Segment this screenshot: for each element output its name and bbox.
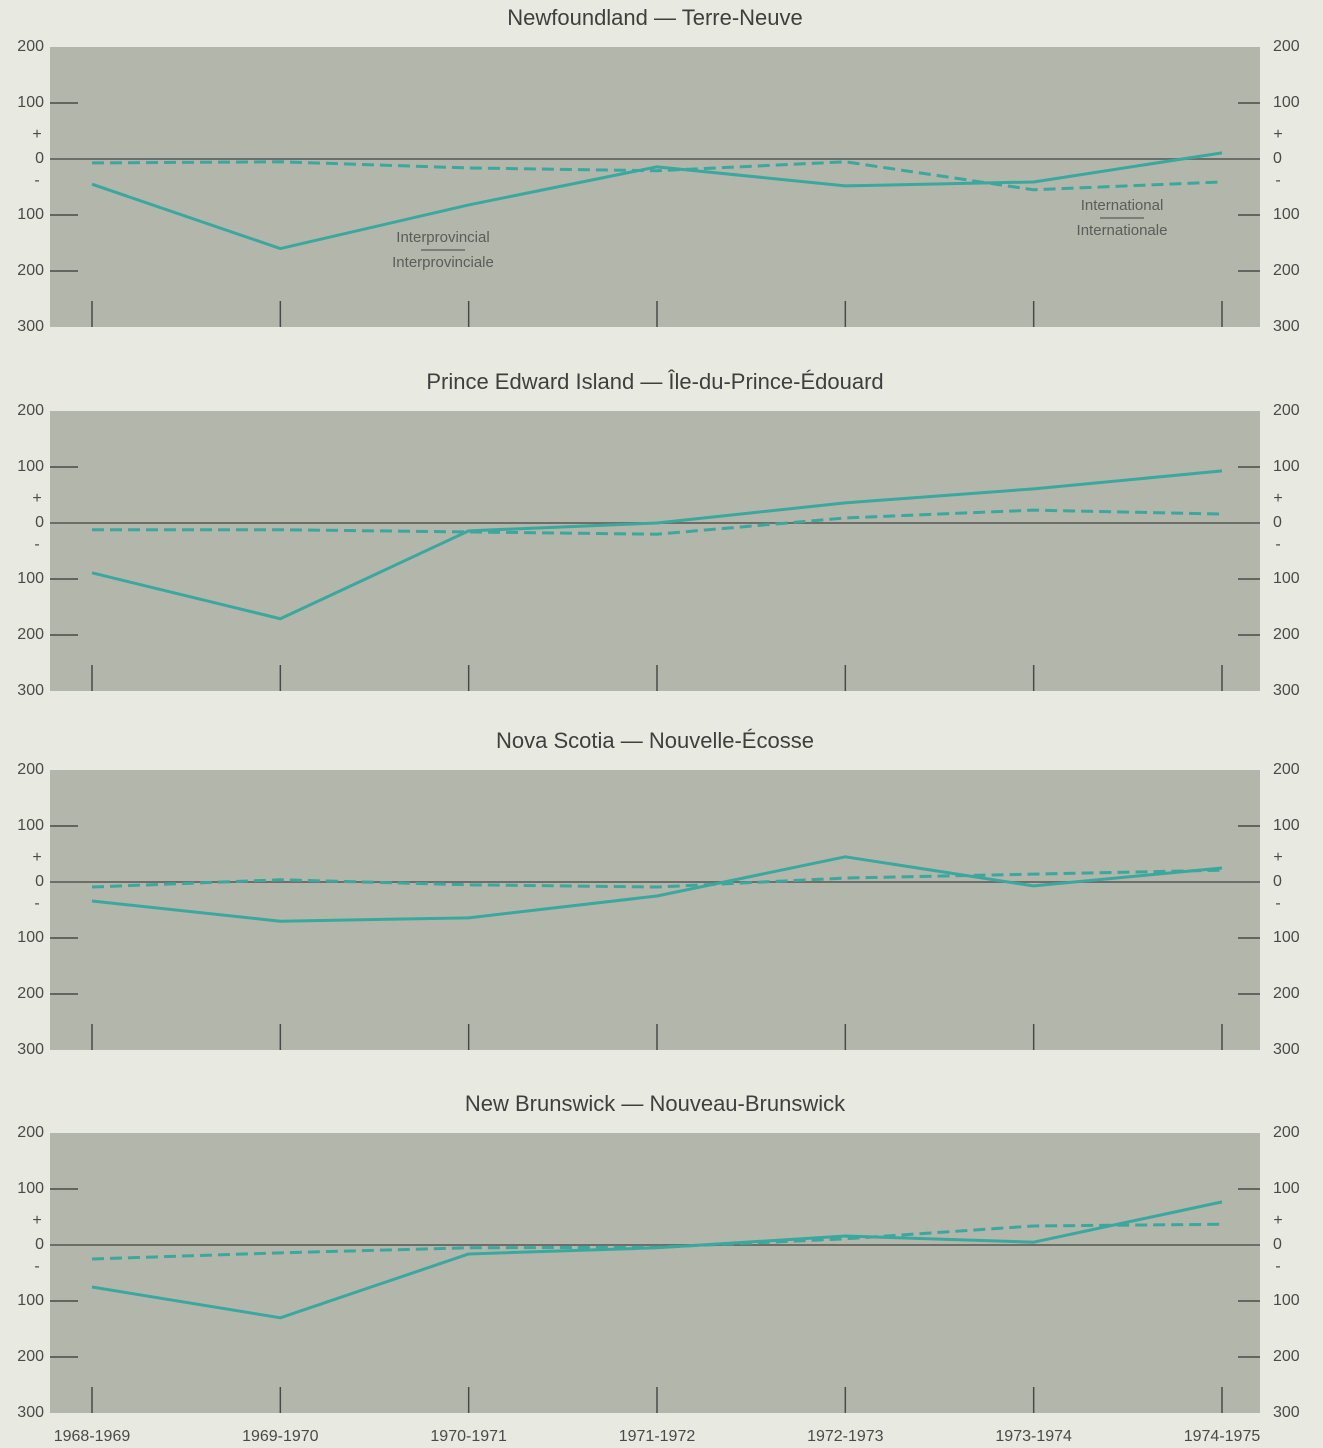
plus-sign: + xyxy=(1273,490,1282,507)
plus-sign: + xyxy=(1273,126,1282,143)
y2-tick-label: 200 xyxy=(1273,1124,1300,1141)
chart-title: Nova Scotia — Nouvelle-Écosse xyxy=(496,728,814,753)
y-tick-label: 100 xyxy=(17,458,44,475)
x-tick-label: 1974-1975 xyxy=(1184,1428,1261,1445)
y2-tick-label: 200 xyxy=(1273,402,1300,419)
y2-tick-label: 300 xyxy=(1273,1404,1300,1421)
series-line xyxy=(91,868,1223,889)
y2-tick-label: 200 xyxy=(1273,38,1300,55)
y-tick-label: 100 xyxy=(17,570,44,587)
x-tick-label: 1972-1973 xyxy=(807,1428,884,1445)
y-tick-label: 300 xyxy=(17,318,44,335)
minus-sign: - xyxy=(34,172,39,189)
y2-tick-label: 100 xyxy=(1273,458,1300,475)
y-tick-label: 300 xyxy=(17,1041,44,1058)
y-tick-label: 100 xyxy=(17,929,44,946)
y-tick-label: 0 xyxy=(35,873,44,890)
y-tick-label: 100 xyxy=(17,94,44,111)
y2-tick-label: 300 xyxy=(1273,1041,1300,1058)
minus-sign: - xyxy=(1275,536,1280,553)
y2-tick-label: 100 xyxy=(1273,817,1300,834)
plus-sign: + xyxy=(32,1212,41,1229)
y2-tick-label: 0 xyxy=(1273,1236,1282,1253)
y2-tick-label: 100 xyxy=(1273,929,1300,946)
plot-area xyxy=(50,411,1260,691)
y-tick-label: 100 xyxy=(17,206,44,223)
minus-sign: - xyxy=(1275,172,1280,189)
y2-tick-label: 200 xyxy=(1273,761,1300,778)
y2-tick-label: 300 xyxy=(1273,682,1300,699)
y2-tick-label: 100 xyxy=(1273,94,1300,111)
y-tick-label: 200 xyxy=(17,1348,44,1365)
y-tick-label: 100 xyxy=(17,1180,44,1197)
series-line xyxy=(92,508,1223,536)
legend-label: International xyxy=(1081,197,1164,214)
y2-tick-label: 100 xyxy=(1273,1180,1300,1197)
y-tick-label: 200 xyxy=(17,1124,44,1141)
y-tick-label: 300 xyxy=(17,1404,44,1421)
legend-label-alt: Internationale xyxy=(1077,222,1168,239)
y2-tick-label: 100 xyxy=(1273,1292,1300,1309)
series-line xyxy=(91,1222,1223,1261)
y2-tick-label: 200 xyxy=(1273,1348,1300,1365)
y-tick-label: 200 xyxy=(17,626,44,643)
y-tick-label: 0 xyxy=(35,150,44,167)
minus-sign: - xyxy=(34,536,39,553)
plot-area xyxy=(50,1133,1260,1413)
chart-title: New Brunswick — Nouveau-Brunswick xyxy=(465,1091,846,1116)
y-tick-label: 0 xyxy=(35,1236,44,1253)
y-tick-label: 100 xyxy=(17,1292,44,1309)
x-tick-label: 1969-1970 xyxy=(242,1428,319,1445)
plot-area xyxy=(50,47,1260,327)
minus-sign: - xyxy=(34,895,39,912)
y2-tick-label: 100 xyxy=(1273,206,1300,223)
plot-area xyxy=(50,770,1260,1050)
series-line xyxy=(91,855,1223,923)
x-tick-label: 1973-1974 xyxy=(995,1428,1072,1445)
y2-tick-label: 200 xyxy=(1273,262,1300,279)
y2-tick-label: 200 xyxy=(1273,626,1300,643)
y-tick-label: 0 xyxy=(35,514,44,531)
chart-title: Prince Edward Island — Île-du-Prince-Édo… xyxy=(426,369,883,394)
chart-title: Newfoundland — Terre-Neuve xyxy=(507,5,803,30)
minus-sign: - xyxy=(1275,895,1280,912)
x-tick-label: 1968-1969 xyxy=(54,1428,131,1445)
y2-tick-label: 0 xyxy=(1273,514,1282,531)
y-tick-label: 200 xyxy=(17,985,44,1002)
y-tick-label: 300 xyxy=(17,682,44,699)
x-tick-label: 1971-1972 xyxy=(619,1428,696,1445)
minus-sign: - xyxy=(34,1258,39,1275)
plus-sign: + xyxy=(32,490,41,507)
y-tick-label: 200 xyxy=(17,262,44,279)
x-tick-label: 1970-1971 xyxy=(430,1428,507,1445)
y-tick-label: 200 xyxy=(17,402,44,419)
y-tick-label: 200 xyxy=(17,38,44,55)
y2-tick-label: 300 xyxy=(1273,318,1300,335)
plus-sign: + xyxy=(32,849,41,866)
y-tick-label: 200 xyxy=(17,761,44,778)
plus-sign: + xyxy=(1273,1212,1282,1229)
series-line xyxy=(91,469,1223,621)
legend-label-alt: Interprovinciale xyxy=(392,254,494,271)
plus-sign: + xyxy=(1273,849,1282,866)
y2-tick-label: 100 xyxy=(1273,570,1300,587)
y2-tick-label: 200 xyxy=(1273,985,1300,1002)
series-line xyxy=(91,160,1223,192)
y2-tick-label: 0 xyxy=(1273,150,1282,167)
minus-sign: - xyxy=(1275,1258,1280,1275)
series-line xyxy=(91,151,1223,251)
y2-tick-label: 0 xyxy=(1273,873,1282,890)
plus-sign: + xyxy=(32,126,41,143)
y-tick-label: 100 xyxy=(17,817,44,834)
legend-label: Interprovincial xyxy=(396,229,489,246)
